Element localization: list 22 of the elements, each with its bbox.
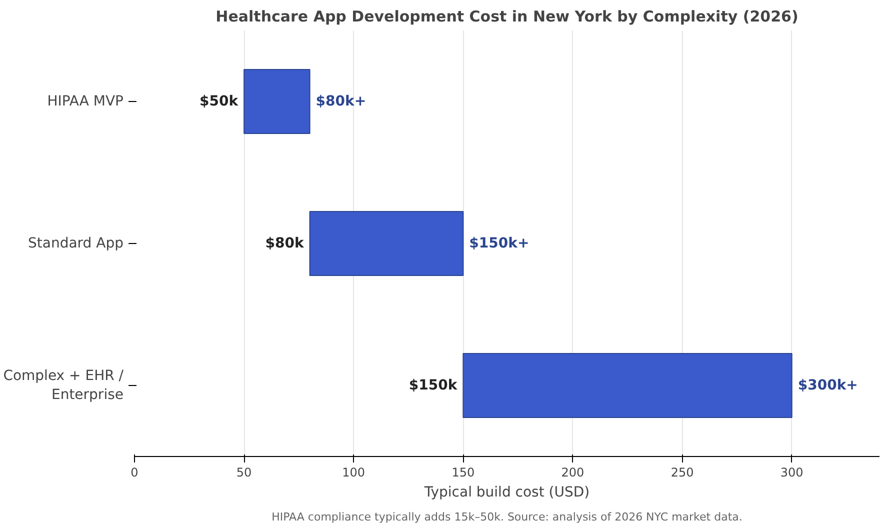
x-tick-label: 250 xyxy=(670,466,694,480)
annotation: $80k+ xyxy=(316,94,366,110)
annotation: $300k+ xyxy=(798,378,858,394)
x-tick-label: 100 xyxy=(342,466,366,480)
annotation: $80k xyxy=(265,236,304,252)
x-tick-label: 200 xyxy=(561,466,584,480)
bar xyxy=(462,353,792,418)
annotation: $150k xyxy=(408,378,458,394)
annotation: $50k xyxy=(200,94,239,110)
annotation: $150k+ xyxy=(469,236,530,252)
bar xyxy=(244,69,310,134)
chart-title: Healthcare App Development Cost in New York by Complexity (2026) xyxy=(216,8,798,26)
y-tick-label: Standard App xyxy=(28,236,124,252)
y-tick-label: HIPAA MVP xyxy=(47,94,124,110)
bar xyxy=(309,211,464,276)
text: HIPAA compliance typically adds 15k–50k. Source: analysis of 2026 NYC market data. xyxy=(272,510,742,524)
y-tick-label: Complex + EHR / Enterprise xyxy=(3,368,124,404)
x-tick-label: 0 xyxy=(130,466,138,480)
x-tick-label: 300 xyxy=(780,466,804,480)
x-tick-label: 50 xyxy=(236,466,252,480)
x-tick-label: 150 xyxy=(452,466,475,480)
x-axis-title: Typical build cost (USD) xyxy=(423,484,590,500)
